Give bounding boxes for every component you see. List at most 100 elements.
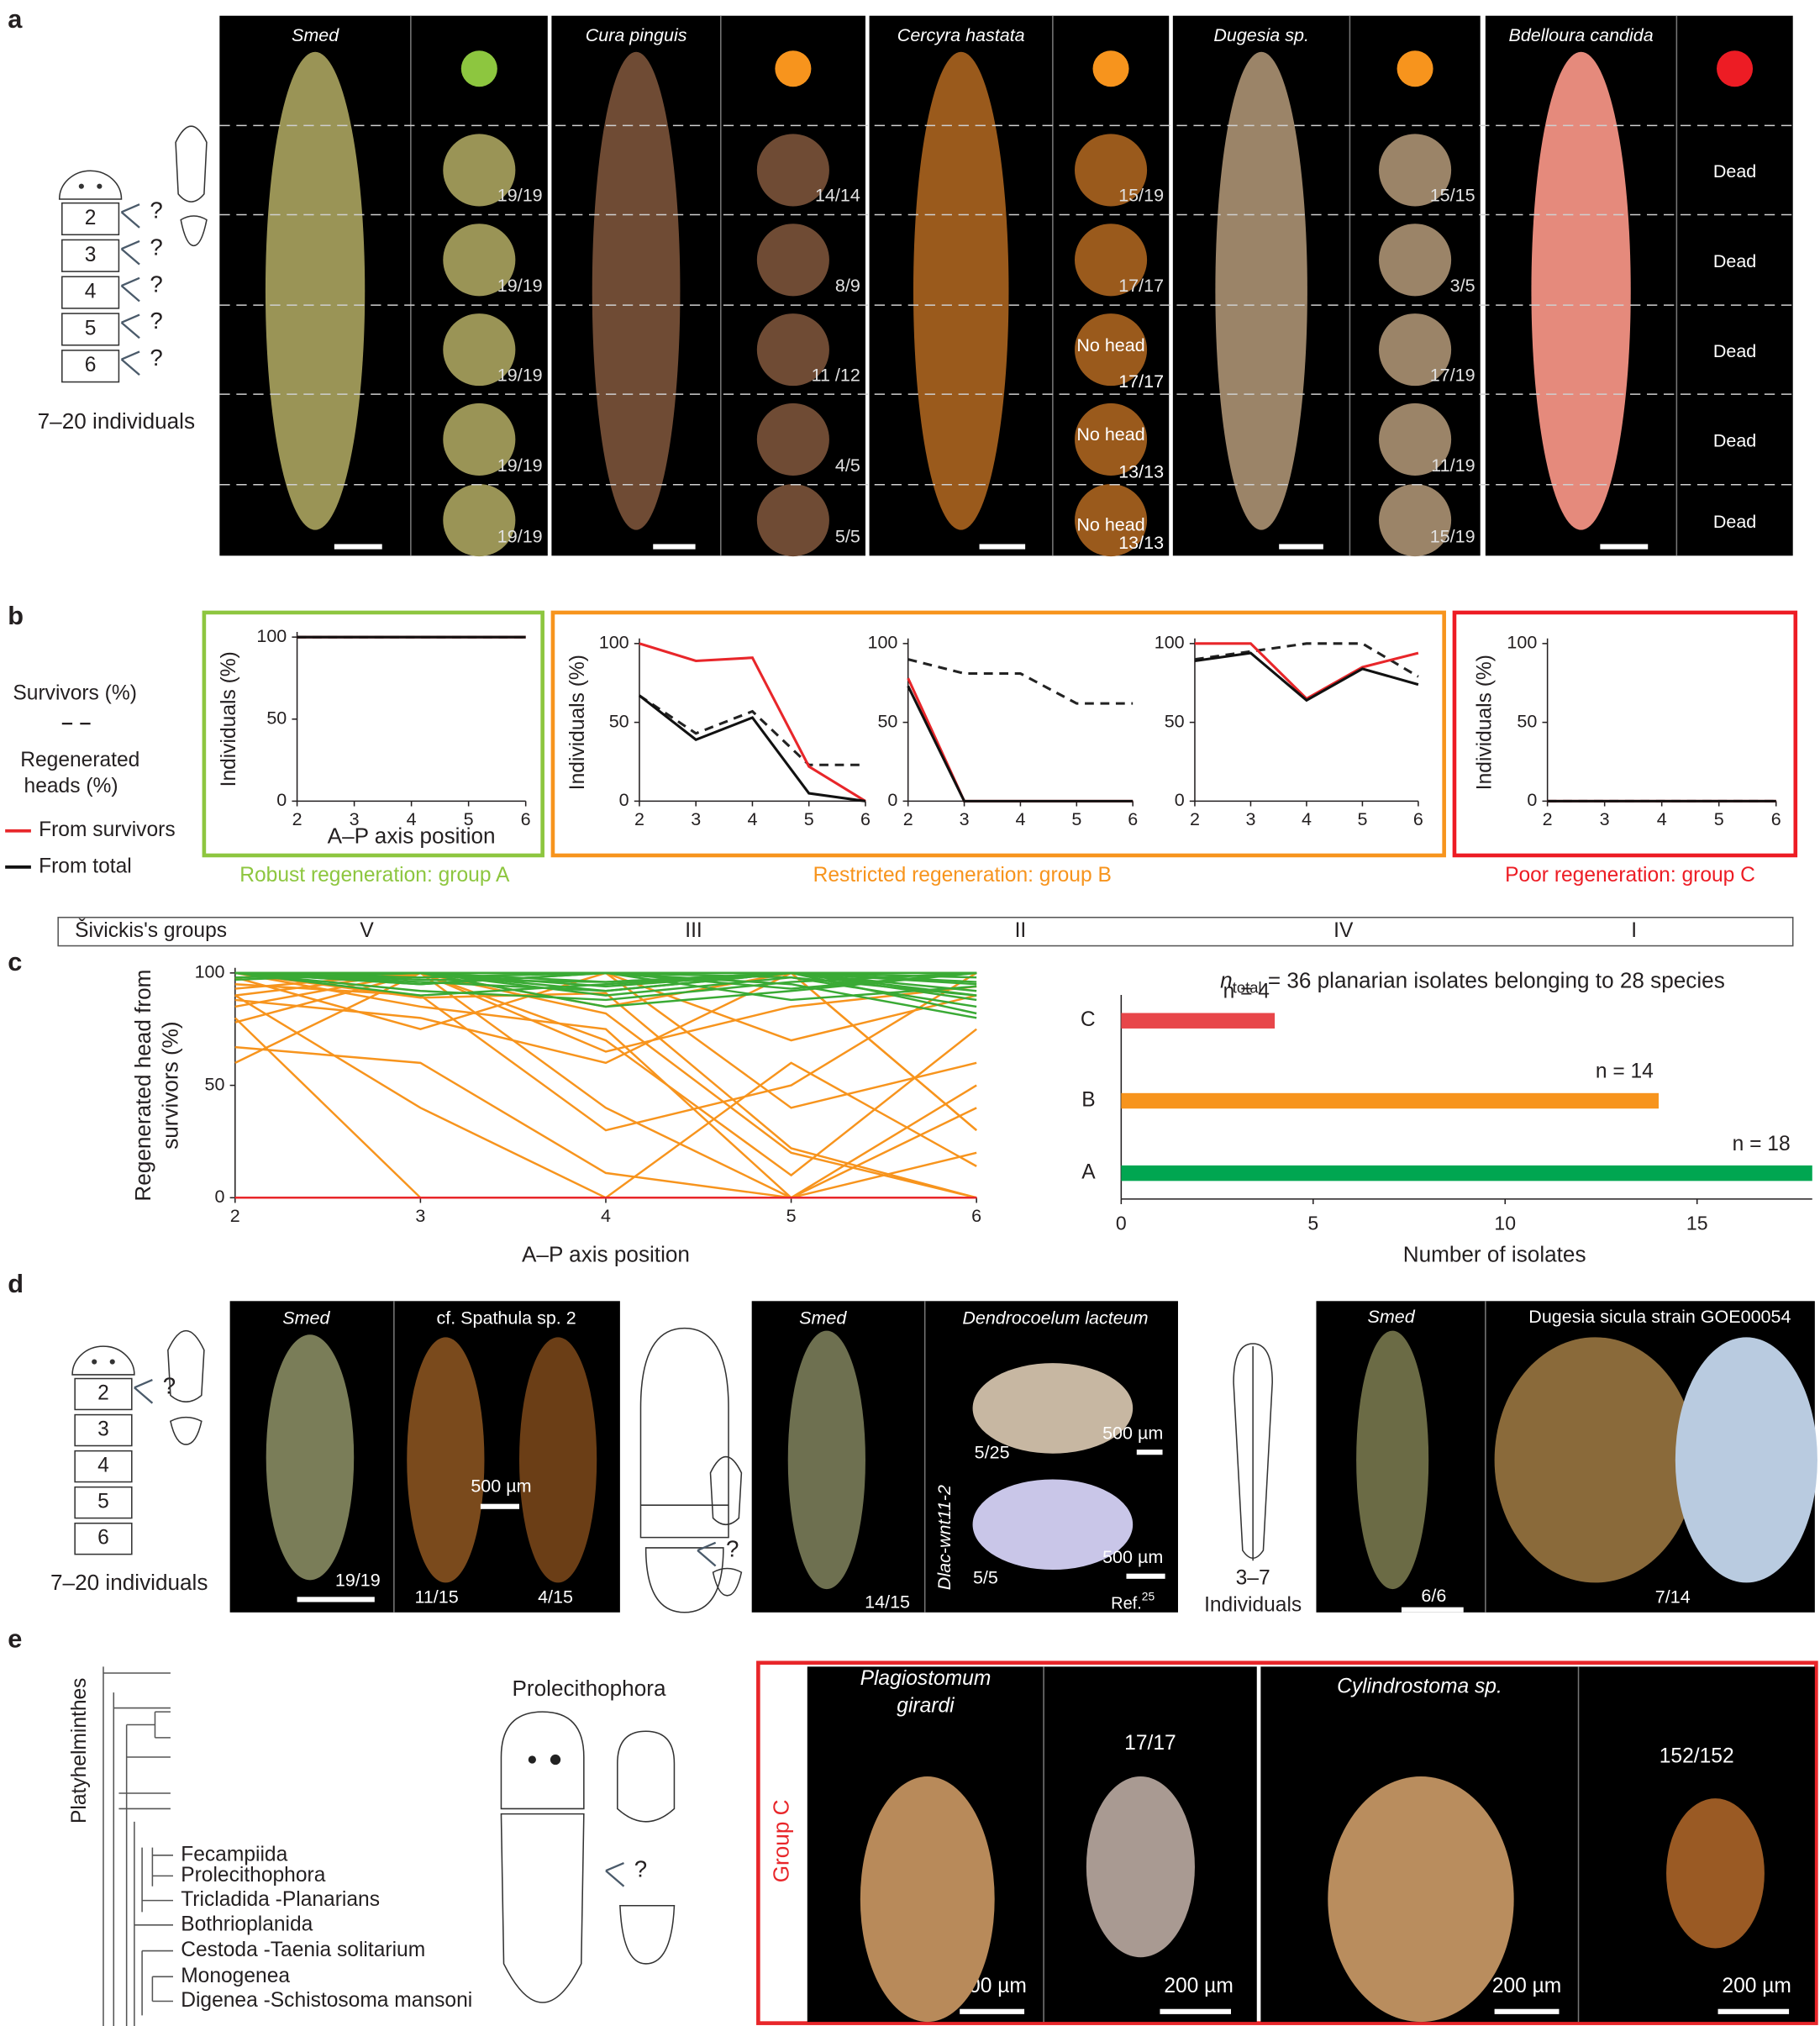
ref-text: Ref. xyxy=(1111,1595,1142,1613)
rule xyxy=(121,313,140,324)
status-dot xyxy=(1397,50,1433,87)
x-tick-label: 6 xyxy=(521,809,531,829)
segment-number: 4 xyxy=(85,281,97,303)
ref-number: 25 xyxy=(1142,1589,1155,1602)
panel-label: b xyxy=(8,601,24,630)
label: 500 µm xyxy=(1102,1423,1163,1443)
label: 5/25 xyxy=(975,1442,1010,1462)
eye xyxy=(92,1359,97,1365)
head-outline xyxy=(71,1345,135,1376)
species-name: Smed xyxy=(292,25,339,45)
segment-number: 2 xyxy=(85,207,97,229)
result-count: 14/14 xyxy=(815,186,860,206)
y-tick-label: 50 xyxy=(1517,711,1537,731)
box xyxy=(550,610,1446,858)
species-name: Cercyra hastata xyxy=(897,25,1025,45)
result-note: No head xyxy=(1076,515,1144,535)
schematic-outline xyxy=(500,1813,585,2003)
head-regenerate xyxy=(443,313,516,387)
segment-number: 6 xyxy=(85,354,97,376)
taxon: Cestoda -Taenia solitarium xyxy=(181,1939,425,1961)
result-count: 5/5 xyxy=(835,526,860,546)
result-count: 15/19 xyxy=(1118,186,1164,206)
series-line xyxy=(1194,642,1419,701)
schematic-outline xyxy=(644,1547,724,1613)
label: 6/6 xyxy=(1421,1586,1446,1606)
specimen xyxy=(860,1776,995,2023)
label: Dlac-wnt11-2 xyxy=(934,1485,955,1590)
x-tick-label: 2 xyxy=(292,809,302,829)
group-label: Poor regeneration: group C xyxy=(1505,864,1755,887)
y-tick-label: 50 xyxy=(266,708,287,728)
status-dot xyxy=(1717,50,1754,87)
head-regenerate xyxy=(1379,483,1452,557)
x-tick-label: 3 xyxy=(415,1206,425,1226)
specimen xyxy=(518,1337,597,1583)
box xyxy=(1452,610,1798,858)
y-tick-label: 0 xyxy=(1527,790,1537,810)
y-tick-label: 100 xyxy=(256,626,287,646)
head-regenerate xyxy=(1075,224,1148,297)
label: Smed xyxy=(1368,1307,1416,1327)
x-tick-label: 4 xyxy=(747,809,757,829)
label: 200 µm xyxy=(1492,1975,1561,1997)
x-tick-label: 3 xyxy=(691,809,701,829)
head-regenerate xyxy=(1379,224,1452,297)
head-regenerate xyxy=(1075,313,1148,387)
y-axis-label: Individuals (%) xyxy=(1473,655,1496,790)
chart-title: ntotal = 36 planarian isolates belonging… xyxy=(1220,968,1725,997)
box xyxy=(1160,2008,1232,2014)
group-numeral: I xyxy=(1631,919,1637,942)
legend-heading: heads (%) xyxy=(24,775,118,797)
head-regenerate xyxy=(1075,403,1148,476)
specimen xyxy=(787,1330,865,1590)
rule xyxy=(605,1870,625,1887)
head-regenerate xyxy=(756,313,829,387)
head-regenerate xyxy=(443,224,516,297)
x-tick-label: 2 xyxy=(634,809,644,829)
series-line xyxy=(234,971,977,1002)
label: Individuals xyxy=(1204,1594,1302,1617)
box xyxy=(334,544,382,550)
head-regenerate xyxy=(1075,134,1148,207)
result-count: 13/13 xyxy=(1118,462,1164,482)
specimen xyxy=(972,1363,1134,1454)
worm-outline xyxy=(709,1456,743,1526)
head-fragment xyxy=(180,215,208,247)
x-axis-label: A–P axis position xyxy=(328,823,496,848)
segment-number: 3 xyxy=(97,1418,109,1441)
panel-label: c xyxy=(8,947,22,976)
box xyxy=(960,2008,1025,2014)
series-line xyxy=(907,658,1134,705)
question: ? xyxy=(150,271,162,297)
taxon: Tricladida -Planarians xyxy=(181,1888,380,1911)
box xyxy=(1600,544,1649,550)
question: ? xyxy=(163,1373,176,1399)
result-count: 19/19 xyxy=(497,455,543,476)
taxon: Fecampiida xyxy=(181,1843,287,1865)
x-tick-label: 6 xyxy=(971,1206,981,1226)
bar xyxy=(1121,1092,1660,1109)
eye xyxy=(97,183,103,189)
x-tick-label: 6 xyxy=(1413,809,1423,829)
species-name: Cylindrostoma sp. xyxy=(1337,1675,1502,1697)
y-tick-label: 100 xyxy=(195,962,225,982)
series-line xyxy=(234,1045,977,1199)
group-label: Robust regeneration: group A xyxy=(239,864,510,887)
box xyxy=(1126,1573,1165,1579)
x-tick-label: 2 xyxy=(1543,809,1553,829)
head-regenerate xyxy=(756,134,829,207)
x-tick-label: 5 xyxy=(1071,809,1081,829)
panel-label: a xyxy=(8,4,23,34)
phylum: Platyhelminthes xyxy=(68,1678,91,1823)
box xyxy=(74,1522,133,1555)
rule xyxy=(120,285,140,303)
box xyxy=(756,1660,1818,2025)
segment-number: 6 xyxy=(97,1527,109,1550)
group-label: Group C xyxy=(768,1800,793,1883)
group-numeral: II xyxy=(1015,919,1027,942)
series-line xyxy=(234,971,977,1199)
x-tick-label: 0 xyxy=(1116,1213,1127,1234)
x-tick-label: 3 xyxy=(350,809,360,829)
